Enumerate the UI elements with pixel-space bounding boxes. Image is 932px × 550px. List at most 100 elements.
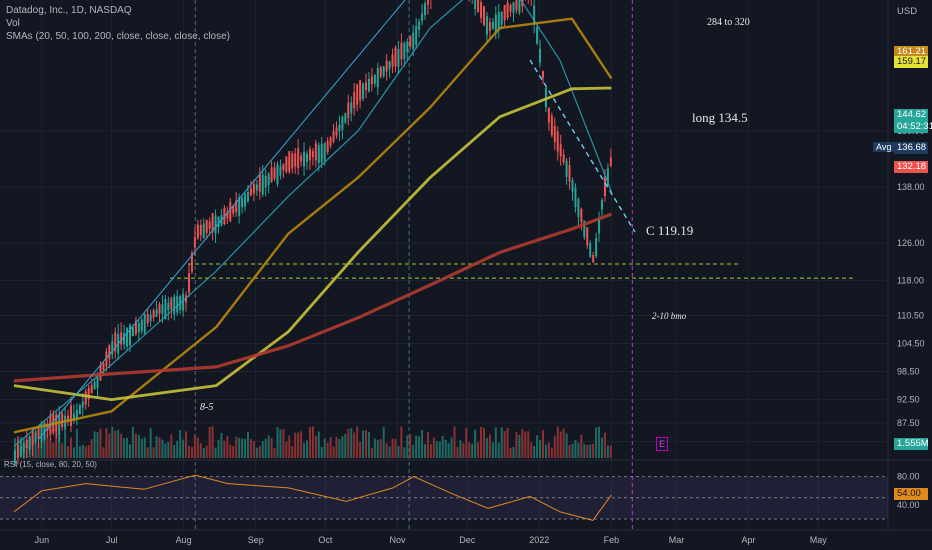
candle-body bbox=[547, 107, 550, 123]
candle-body bbox=[539, 48, 542, 63]
volume-bar bbox=[317, 431, 320, 458]
volume-bar bbox=[506, 428, 509, 458]
candle-body bbox=[474, 0, 477, 9]
candle-body bbox=[46, 423, 49, 431]
volume-bar bbox=[314, 435, 317, 458]
candle-body bbox=[241, 197, 244, 208]
candle-body bbox=[164, 299, 167, 319]
candle-body bbox=[362, 83, 365, 99]
volume-bar bbox=[394, 438, 397, 458]
symbol-title[interactable]: Datadog, Inc., 1D, NASDAQ bbox=[6, 5, 132, 16]
candle-body bbox=[69, 405, 72, 426]
candle-body bbox=[90, 384, 93, 394]
volume-bar bbox=[471, 443, 474, 458]
volume-bar bbox=[123, 438, 126, 458]
candle-body bbox=[111, 341, 114, 355]
volume-bar bbox=[412, 445, 415, 458]
volume-bar bbox=[592, 443, 595, 458]
candle-body bbox=[126, 327, 129, 347]
volume-bar bbox=[488, 434, 491, 458]
volume-bar bbox=[562, 428, 565, 458]
volume-bar bbox=[556, 426, 559, 458]
earnings-flag[interactable]: E bbox=[656, 437, 668, 451]
volume-bar bbox=[606, 445, 609, 458]
volume-bar bbox=[568, 445, 571, 458]
volume-bar bbox=[367, 431, 370, 458]
volume-bar bbox=[117, 429, 120, 458]
candle-body bbox=[364, 82, 367, 90]
volume-bar bbox=[391, 438, 394, 458]
volume-bar bbox=[553, 435, 556, 458]
candle-body bbox=[385, 60, 388, 72]
candle-body bbox=[480, 2, 483, 19]
volume-bar bbox=[288, 435, 291, 458]
candle-body bbox=[494, 14, 497, 34]
candle-body bbox=[347, 102, 350, 119]
volume-bar bbox=[90, 439, 93, 458]
time-tick: May bbox=[810, 535, 828, 545]
volume-bar bbox=[462, 443, 465, 458]
volume-bar bbox=[491, 442, 494, 458]
volume-bar bbox=[577, 442, 580, 458]
rsi-legend[interactable]: RSI (15, close, 80, 20, 50) bbox=[4, 460, 97, 469]
volume-bar bbox=[134, 433, 137, 458]
volume-bar bbox=[226, 436, 229, 458]
volume-bar bbox=[208, 426, 211, 458]
candle-body bbox=[373, 75, 376, 84]
volume-bar bbox=[447, 443, 450, 458]
candle-body bbox=[173, 296, 176, 315]
candle-body bbox=[273, 167, 276, 179]
candle-body bbox=[586, 227, 589, 246]
volume-bar bbox=[353, 432, 356, 458]
candle-body bbox=[196, 224, 199, 239]
candle-body bbox=[323, 143, 326, 161]
volume-bar bbox=[164, 443, 167, 458]
time-tick: Nov bbox=[390, 535, 407, 545]
candle-body bbox=[19, 446, 22, 457]
candle-body bbox=[264, 175, 267, 188]
candle-body bbox=[341, 116, 344, 130]
candle-body bbox=[252, 183, 255, 194]
volume-bar bbox=[114, 430, 117, 458]
candle-body bbox=[214, 215, 217, 234]
volume-bar bbox=[161, 439, 164, 458]
sma100-badge: 159.17 bbox=[894, 56, 928, 68]
candle-body bbox=[379, 66, 382, 77]
volume-legend[interactable]: Vol bbox=[6, 18, 20, 29]
volume-bar bbox=[276, 427, 279, 458]
volume-badge: 1.555M bbox=[894, 438, 929, 450]
volume-bar bbox=[235, 436, 238, 458]
volume-bar bbox=[149, 428, 152, 458]
candle-body bbox=[58, 414, 61, 435]
candle-body bbox=[491, 21, 494, 30]
volume-bar bbox=[291, 445, 294, 458]
volume-bar bbox=[571, 443, 574, 458]
volume-bar bbox=[111, 426, 114, 458]
candle-body bbox=[158, 304, 161, 314]
candle-body bbox=[512, 2, 515, 13]
volume-bar bbox=[282, 428, 285, 458]
volume-bar bbox=[69, 437, 72, 458]
volume-bar bbox=[220, 433, 223, 458]
candle-body bbox=[105, 351, 108, 367]
rsi-panel bbox=[0, 474, 888, 521]
volume-bar bbox=[67, 446, 70, 458]
candle-body bbox=[541, 70, 544, 78]
chart-legend: Datadog, Inc., 1D, NASDAQ Vol SMAs (20, … bbox=[6, 4, 230, 43]
volume-bar bbox=[308, 427, 311, 458]
candle-body bbox=[370, 76, 373, 85]
price-tick: 87.50 bbox=[897, 418, 920, 428]
volume-bar bbox=[400, 426, 403, 458]
candle-body bbox=[235, 200, 238, 213]
candle-body bbox=[297, 148, 300, 169]
currency-label[interactable]: USD bbox=[894, 6, 928, 18]
rsi-badge: 54.00 bbox=[894, 488, 928, 500]
volume-bar bbox=[521, 429, 524, 458]
candle-body bbox=[583, 220, 586, 238]
candle-body bbox=[603, 176, 606, 197]
sma-legend[interactable]: SMAs (20, 50, 100, 200, close, close, cl… bbox=[6, 31, 230, 42]
candle-body bbox=[600, 200, 603, 210]
volume-bar bbox=[217, 439, 220, 458]
volume-bar bbox=[143, 437, 146, 458]
